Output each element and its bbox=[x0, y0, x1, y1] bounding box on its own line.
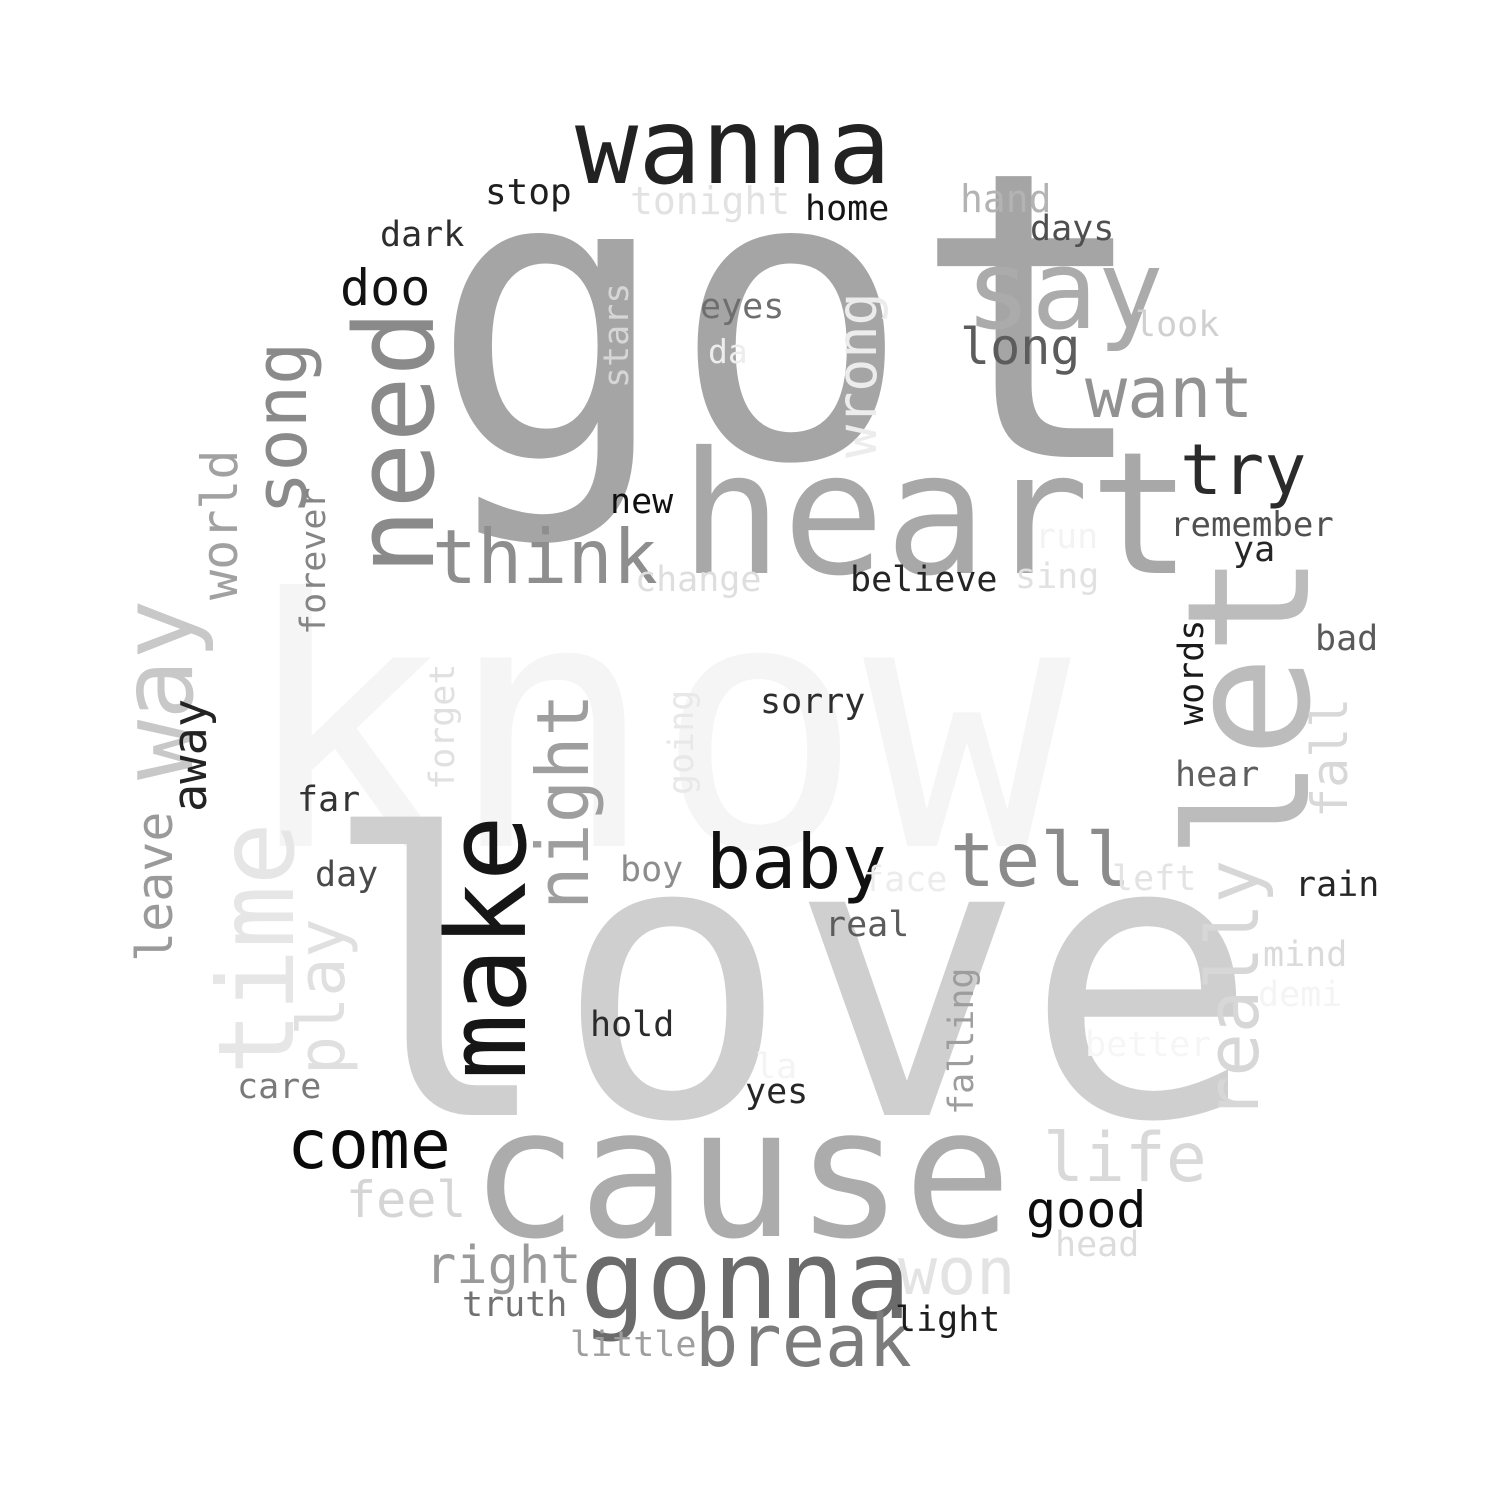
word-far: far bbox=[297, 780, 361, 820]
word-run: run bbox=[1035, 517, 1099, 557]
word-real: real bbox=[825, 905, 910, 945]
word-sing: sing bbox=[1015, 557, 1100, 597]
word-ya: ya bbox=[1233, 530, 1276, 570]
word-words: words bbox=[1172, 619, 1212, 725]
word-going: going bbox=[662, 689, 702, 795]
word-look: look bbox=[1135, 305, 1220, 345]
word-hand: hand bbox=[960, 177, 1052, 221]
word-tell: tell bbox=[950, 816, 1131, 904]
word-got: got bbox=[430, 87, 1153, 552]
word-days: days bbox=[1030, 209, 1115, 249]
word-come: come bbox=[287, 1106, 451, 1185]
word-face: face bbox=[863, 860, 948, 900]
word-good: good bbox=[1026, 1181, 1147, 1239]
word-away: away bbox=[163, 698, 218, 812]
word-love: love bbox=[320, 753, 1260, 1207]
word-rain: rain bbox=[1295, 865, 1380, 905]
word-hold: hold bbox=[590, 1005, 675, 1045]
word-dark: dark bbox=[380, 215, 465, 255]
word-try: try bbox=[1180, 429, 1307, 511]
word-head: head bbox=[1055, 1225, 1140, 1265]
word-play: play bbox=[285, 918, 360, 1075]
word-world: world bbox=[191, 449, 249, 600]
word-stars: stars bbox=[597, 282, 637, 388]
word-say: say bbox=[965, 226, 1164, 354]
word-heart: heart bbox=[680, 416, 1192, 614]
word-truth: truth bbox=[462, 1285, 568, 1325]
word-believe: believe bbox=[850, 560, 998, 600]
word-light: light bbox=[895, 1300, 1001, 1340]
word-gonna: gonna bbox=[580, 1216, 912, 1344]
word-new: new bbox=[610, 482, 674, 522]
word-falling: falling bbox=[942, 967, 982, 1115]
word-remember: remember bbox=[1170, 505, 1334, 545]
word-care: care bbox=[237, 1067, 322, 1107]
word-hear: hear bbox=[1175, 755, 1260, 795]
word-demi: demi bbox=[1258, 975, 1343, 1015]
word-know: know bbox=[240, 527, 1071, 928]
word-home: home bbox=[805, 189, 890, 229]
word-night: night bbox=[521, 693, 605, 910]
word-da: da bbox=[708, 332, 748, 371]
word-la: la bbox=[755, 1047, 798, 1087]
word-won: won bbox=[898, 1235, 1016, 1310]
word-yes: yes bbox=[745, 1072, 809, 1112]
word-forget: forget bbox=[423, 663, 463, 790]
word-boy: boy bbox=[620, 850, 684, 890]
word-little: little bbox=[570, 1325, 697, 1365]
word-wrong: wrong bbox=[825, 292, 889, 458]
word-think: think bbox=[432, 513, 658, 601]
word-forever: forever bbox=[294, 487, 334, 635]
word-life: life bbox=[1043, 1119, 1207, 1198]
word-fall: fall bbox=[1301, 697, 1359, 818]
word-cause: cause bbox=[470, 1070, 1012, 1279]
word-feel: feel bbox=[346, 1171, 467, 1229]
word-long: long bbox=[960, 318, 1081, 376]
word-right: right bbox=[425, 1236, 582, 1296]
word-break: break bbox=[695, 1299, 912, 1383]
word-sorry: sorry bbox=[760, 682, 866, 722]
word-left: left bbox=[1112, 859, 1197, 899]
word-better: better bbox=[1085, 1025, 1212, 1065]
word-eyes: eyes bbox=[700, 287, 785, 327]
word-day: day bbox=[315, 855, 379, 895]
word-tonight: tonight bbox=[630, 179, 791, 223]
word-bad: bad bbox=[1315, 619, 1379, 659]
word-leave: leave bbox=[126, 811, 184, 962]
word-doo: doo bbox=[340, 259, 431, 317]
word-change: change bbox=[635, 560, 762, 600]
word-baby: baby bbox=[706, 818, 887, 906]
word-wanna: wanna bbox=[575, 86, 892, 208]
word-mind: mind bbox=[1263, 935, 1348, 975]
word-want: want bbox=[1085, 352, 1254, 434]
word-stop: stop bbox=[485, 172, 572, 213]
